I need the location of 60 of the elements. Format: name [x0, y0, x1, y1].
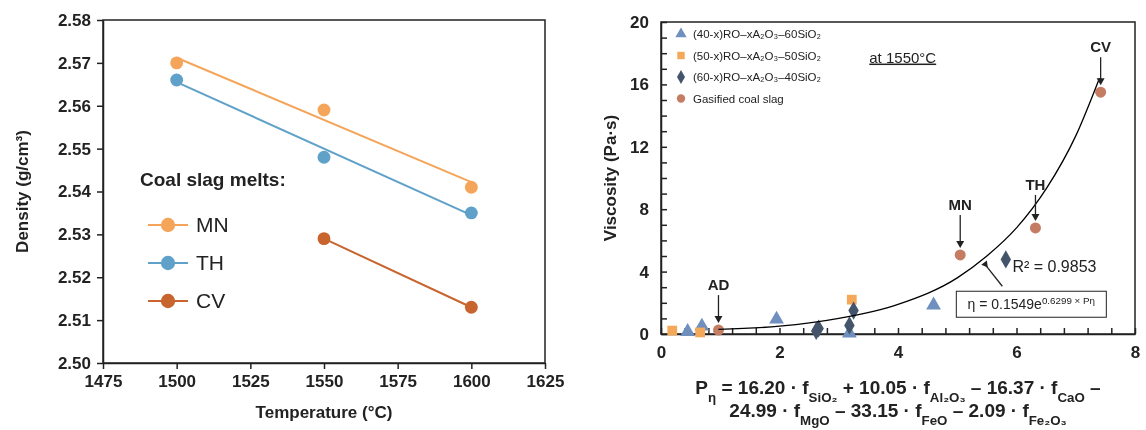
annotation: at 1550°C [869, 48, 937, 66]
y-axis-title: Viscosity (Pa·s) [601, 114, 620, 242]
point [464, 180, 478, 194]
y-tick-label: 2.53 [57, 225, 91, 245]
y-tick-label: 2.58 [57, 10, 91, 30]
y-tick-label: 2.57 [57, 53, 91, 73]
y-axis-title: Density (g/cm³) [13, 130, 32, 253]
annotation: AD [707, 276, 730, 294]
x-axis-title: Temperature (°C) [255, 403, 393, 422]
point [1029, 222, 1041, 234]
y-tick-label: 2.54 [57, 182, 92, 202]
point [317, 150, 331, 164]
legend-label: (40-x)RO–xA₂O₃–60SiO₂ [693, 28, 822, 40]
legend-label: TH [196, 251, 224, 274]
x-tick-label: 1525 [231, 372, 270, 392]
legend-title: Coal slag melts: [140, 169, 286, 190]
point [667, 325, 678, 336]
text: P$_{η}$ = 16.20 · f$_{SiO₂}$ + 10.05 · f$_{Al₂O₃}$ – 16.37 · f$_{CaO}$ – 24.99 · f$_{MgO}$ – 33.15 · f$_{FeO}$ – 2.09 · f$_{Fe₂O₃}$ [695, 377, 1101, 428]
legend-label: CV [196, 289, 226, 312]
annotation: MN [948, 195, 972, 213]
x-tick-label: 2 [775, 343, 785, 363]
point [712, 324, 724, 336]
y-tick-label: 16 [630, 75, 649, 95]
point [1095, 86, 1107, 98]
x-tick-label: 8 [1130, 343, 1141, 363]
legend-label: (50-x)RO–xA₂O₃–50SiO₂ [693, 49, 822, 62]
y-tick-label: 12 [630, 137, 649, 157]
y-tick-label: 20 [630, 12, 649, 32]
point [695, 327, 705, 338]
point [317, 103, 331, 117]
x-tick-label: 1575 [379, 372, 418, 392]
y-tick-label: 0 [639, 324, 649, 344]
x-tick-label: 6 [1012, 343, 1022, 363]
x-tick-label: 1550 [305, 372, 344, 392]
point [769, 310, 784, 324]
point [170, 73, 184, 87]
x-tick-label: 1600 [452, 372, 491, 392]
x-tick-label: 1500 [158, 372, 197, 392]
y-tick-label: 2.51 [57, 311, 91, 331]
y-tick-label: 4 [639, 262, 650, 282]
annotation: TH [1025, 175, 1046, 193]
y-tick-label: 2.55 [57, 139, 91, 159]
x-tick-label: 0 [656, 343, 667, 363]
x-tick-label: 1475 [84, 372, 123, 392]
legend-label: Gasified coal slag [693, 92, 784, 105]
point [926, 296, 941, 310]
annotation: CV [1090, 38, 1112, 56]
annotation: η = 0.1549e$^{0.6299 × Pη}$ [967, 294, 1096, 313]
x-tick-label: 1625 [526, 372, 565, 392]
legend-label: (60-x)RO–xA₂O₃–40SiO₂ [693, 71, 822, 83]
y-tick-label: 2.50 [57, 353, 91, 373]
y-tick-label: 2.52 [57, 268, 91, 288]
annotation: R² = 0.9853 [1012, 257, 1097, 275]
y-tick-label: 8 [639, 200, 649, 220]
x-tick-label: 4 [893, 343, 904, 363]
y-tick-label: 2.56 [57, 96, 91, 116]
legend-label: MN [196, 213, 229, 236]
point [846, 294, 857, 305]
point [954, 249, 966, 261]
point [680, 323, 696, 336]
